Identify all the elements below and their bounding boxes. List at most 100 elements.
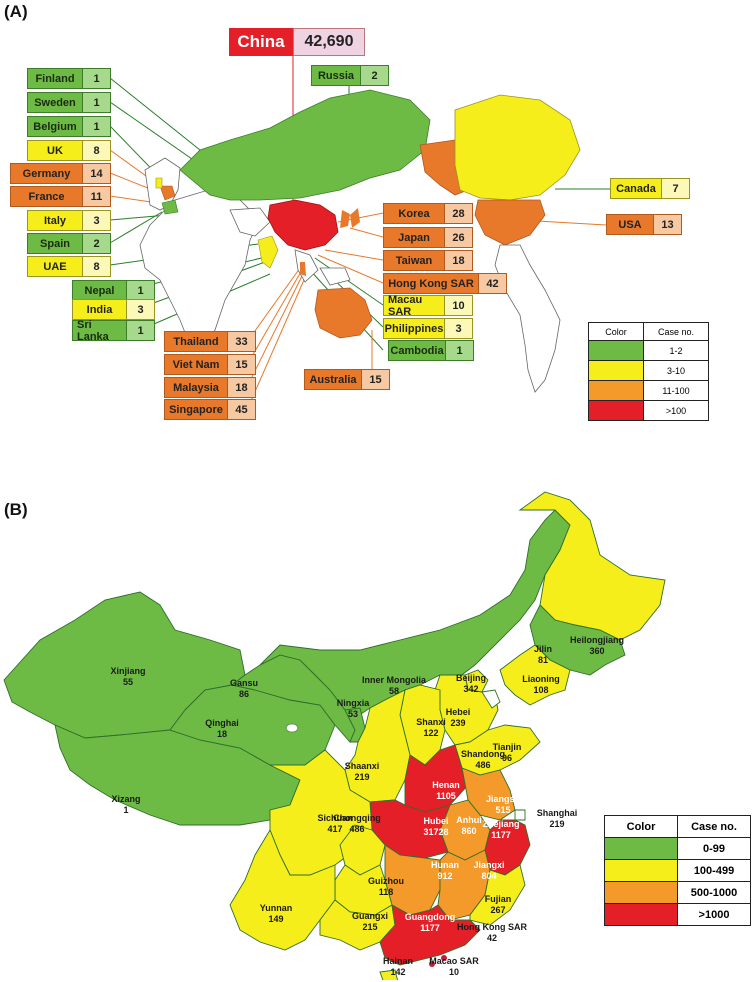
province-name: Jilin: [533, 644, 552, 654]
country-tag-uae: UAE 8: [27, 256, 111, 277]
province-name: Macao SAR: [429, 956, 479, 966]
province-name: Hong Kong SAR: [457, 922, 527, 932]
province-label-liaoning: Liaoning 108: [501, 674, 581, 696]
country-tag-taiwan: Taiwan 18: [383, 250, 473, 271]
province-label-shanghai: Shanghai 219: [517, 808, 597, 830]
province-name: Shanxi: [416, 717, 446, 727]
province-name: Guangdong: [404, 912, 456, 922]
province-count: 486: [349, 824, 365, 834]
legend-a-swatch-green: [588, 340, 644, 361]
legend-b-range: 0-99: [677, 837, 751, 860]
province-count: 149: [268, 914, 284, 924]
province-count: 18: [216, 729, 227, 739]
province-label-inner-mongolia: Inner Mongolia 58: [354, 675, 434, 697]
province-count: 10: [448, 967, 459, 977]
province-name: Shanghai: [536, 808, 578, 818]
province-name: Beijing: [455, 673, 486, 683]
province-name: Tianjin: [492, 742, 522, 752]
province-label-jiangsu: Jiangsu 515: [463, 794, 543, 816]
province-label-hubei: Hubei 31728: [396, 816, 476, 838]
province-label-xinjiang: Xinjiang 55: [88, 666, 168, 688]
country-tag-macau-sar: Macau SAR 10: [383, 294, 473, 318]
province-label-ningxia: Ningxia 53: [313, 698, 393, 720]
province-label-shaanxi: Shaanxi 219: [322, 761, 402, 783]
country-tag-germany: Germany 14: [10, 163, 111, 184]
province-count: 804: [481, 871, 497, 881]
legend-b-range: 500-1000: [677, 881, 751, 904]
country-tag-belgium: Belgium 1: [27, 116, 111, 137]
province-count: 515: [495, 805, 511, 815]
province-count: 81: [537, 655, 548, 665]
province-name: Gansu: [229, 678, 258, 688]
province-name: Sichuan: [317, 813, 353, 823]
province-label-macao-sar: Macao SAR 10: [414, 956, 494, 978]
province-count: 219: [549, 819, 565, 829]
province-count: 118: [378, 887, 394, 897]
country-tag-cambodia: Cambodia 1: [388, 340, 474, 361]
legend-b-swatch-green: [604, 837, 678, 860]
province-label-shandong: Shandong 486: [443, 749, 523, 771]
province-name: Chongqing: [333, 813, 381, 823]
panel-a-label: (A): [4, 2, 28, 21]
province-name: Hubei: [423, 816, 449, 826]
panel-b-label: (B): [4, 500, 28, 519]
province-name: Liaoning: [522, 674, 560, 684]
province-count: 1177: [491, 830, 511, 840]
province-count: 42: [486, 933, 497, 943]
province-count: 486: [475, 760, 491, 770]
province-name: Xizang: [111, 794, 141, 804]
country-tag-canada: Canada 7: [610, 178, 690, 199]
province-count: 55: [122, 677, 133, 687]
province-label-tianjin: Tianjin 96: [467, 742, 547, 764]
province-count: 215: [362, 922, 378, 932]
province-label-henan: Henan 1105: [406, 780, 486, 802]
province-name: Qinghai: [205, 718, 239, 728]
province-label-xizang: Xizang 1: [86, 794, 166, 816]
country-tag-hong-kong-sar: Hong Kong SAR 42: [383, 273, 507, 294]
province-name: Guizhou: [368, 876, 404, 886]
province-name: Hainan: [382, 956, 413, 966]
legend-a-header-case: Case no.: [643, 322, 709, 341]
province-name: Hunan: [431, 860, 459, 870]
province-name: Jiangxi: [473, 860, 505, 870]
province-count: 1: [123, 805, 129, 815]
country-tag-spain: Spain 2: [27, 233, 111, 254]
province-count: 860: [461, 826, 477, 836]
province-label-guangdong: Guangdong 1177: [390, 912, 470, 934]
province-count: 122: [423, 728, 439, 738]
country-tag-uk: UK 8: [27, 140, 111, 161]
province-name: Jiangsu: [485, 794, 520, 804]
province-label-jilin: Jilin 81: [503, 644, 583, 666]
province-count: 342: [463, 684, 479, 694]
legend-b-swatch-orange: [604, 881, 678, 904]
province-label-jiangxi: Jiangxi 804: [449, 860, 529, 882]
country-tag-france: France 11: [10, 186, 111, 207]
province-label-hainan: Hainan 142: [358, 956, 438, 978]
province-count: 142: [390, 967, 406, 977]
province-name: Shaanxi: [344, 761, 380, 771]
province-label-guangxi: Guangxi 215: [330, 911, 410, 933]
china-map: [3, 491, 666, 980]
legend-b-range: >1000: [677, 903, 751, 926]
province-label-gansu: Gansu 86: [204, 678, 284, 700]
province-label-hong-kong-sar: Hong Kong SAR 42: [452, 922, 532, 944]
country-tag-viet-nam: Viet Nam 15: [164, 354, 256, 375]
province-name: Ningxia: [336, 698, 370, 708]
legend-b: Color Case no. 0-99 100-499 500-1000 >100…: [604, 815, 751, 926]
country-tag-finland: Finland 1: [27, 68, 111, 89]
legend-a-swatch-yellow: [588, 360, 644, 381]
province-label-sichuan: Sichuan 417: [295, 813, 375, 835]
country-tag-sri-lanka: Sri Lanka 1: [72, 319, 155, 343]
world-map: [109, 56, 610, 411]
province-label-hunan: Hunan 912: [405, 860, 485, 882]
china-count: 42,690: [293, 28, 365, 56]
legend-a-range: 11-100: [643, 380, 709, 401]
country-tag-india: India 3: [72, 299, 155, 320]
province-count: 108: [533, 685, 549, 695]
province-count: 53: [347, 709, 358, 719]
province-label-hebei: Hebei 239: [418, 707, 498, 729]
province-name: Xinjiang: [110, 666, 146, 676]
country-tag-australia: Australia 15: [304, 369, 390, 390]
legend-b-swatch-red: [604, 903, 678, 926]
province-label-chongqing: Chongqing 486: [317, 813, 397, 835]
